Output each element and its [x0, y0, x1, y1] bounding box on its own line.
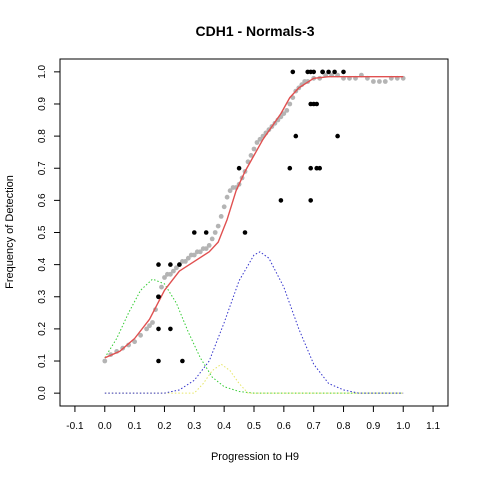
- smoothed-point: [251, 146, 257, 152]
- x-axis-label: Progression to H9: [211, 451, 299, 463]
- smoothed-point: [191, 252, 197, 258]
- smoothed-point: [171, 268, 176, 274]
- x-tick-label: 0.6: [277, 421, 291, 432]
- smoothed-point: [126, 342, 131, 348]
- smoothed-point: [248, 153, 254, 158]
- observed-point: [335, 133, 340, 139]
- smoothed-point: [287, 101, 293, 107]
- smoothed-point: [281, 111, 287, 116]
- smoothed-point: [168, 271, 173, 277]
- observed-point: [177, 262, 182, 267]
- smoothed-point: [183, 259, 188, 264]
- y-axis-label: Frequency of Detection: [4, 175, 16, 289]
- observed-point: [311, 69, 317, 75]
- observed-point: [341, 69, 346, 75]
- x-tick-label: 0.2: [158, 421, 172, 432]
- y-tick-label: 0.4: [37, 257, 48, 271]
- observed-point: [278, 198, 284, 203]
- x-tick-label: 1.0: [396, 421, 410, 432]
- smoothed-point: [132, 339, 138, 345]
- smoothed-point: [212, 230, 218, 235]
- smoothed-point: [224, 194, 230, 200]
- observed-point: [326, 69, 331, 75]
- smoothed-point: [284, 108, 290, 113]
- y-tick-label: 0.0: [37, 386, 48, 400]
- smoothed-point: [227, 188, 233, 194]
- x-tick-label: -0.1: [66, 421, 84, 432]
- smoothed-point: [197, 249, 203, 255]
- smoothed-point: [102, 358, 108, 364]
- observed-point: [308, 165, 314, 171]
- plot-area: [102, 69, 406, 394]
- x-tick-label: 0.0: [98, 421, 112, 432]
- chart-title: CDH1 - Normals-3: [195, 23, 314, 39]
- y-tick-label: 1.0: [37, 64, 48, 78]
- smoothed-point: [257, 136, 263, 142]
- x-axis: -0.1 0.0 0.1 0.2 0.3 0.4 0.5 0.6 0.7 0.8 0.9 1.0 1.1: [66, 406, 440, 432]
- x-tick-label: 0.1: [128, 421, 142, 432]
- y-tick-label: 0.1: [37, 354, 48, 368]
- x-tick-label: 0.9: [366, 421, 380, 432]
- observed-point: [242, 230, 248, 235]
- y-tick-label: 0.5: [37, 225, 48, 239]
- smoothed-point: [209, 236, 215, 242]
- smoothed-point: [221, 204, 227, 210]
- y-tick-label: 0.7: [37, 161, 48, 175]
- smoothed-point: [206, 243, 212, 248]
- smoothed-point: [382, 79, 388, 84]
- x-tick-label: 0.5: [247, 421, 261, 432]
- component-curve-1: [104, 278, 404, 394]
- x-tick-label: 0.8: [337, 421, 351, 432]
- observed-point: [293, 133, 299, 139]
- x-tick-label: 0.7: [307, 421, 321, 432]
- smoothed-point: [159, 284, 164, 290]
- observed-point: [192, 230, 197, 235]
- observed-point: [317, 165, 323, 171]
- observed-point: [290, 69, 296, 75]
- observed-point: [320, 69, 325, 75]
- y-axis: 0.0 0.1 0.2 0.3 0.4 0.5 0.6 0.7 0.8 0.9 1.0: [37, 64, 60, 400]
- smoothed-point: [203, 246, 209, 252]
- y-tick-label: 0.3: [37, 289, 48, 303]
- y-tick-label: 0.8: [37, 129, 48, 143]
- observed-point: [332, 69, 337, 75]
- smoothed-point: [150, 320, 155, 325]
- smoothed-point: [185, 255, 191, 261]
- x-tick-label: 1.1: [426, 421, 440, 432]
- plot-frame: [59, 58, 449, 407]
- x-tick-label: 0.3: [187, 421, 201, 432]
- observed-point: [180, 358, 185, 364]
- smoothed-point: [174, 265, 179, 271]
- observed-point: [156, 294, 161, 300]
- observed-point: [314, 101, 320, 107]
- component-curve-3: [104, 251, 404, 394]
- y-tick-label: 0.9: [37, 97, 48, 111]
- smoothed-point: [138, 332, 144, 338]
- smoothed-point: [215, 223, 221, 229]
- smoothed-point: [144, 326, 150, 332]
- smoothed-point: [254, 140, 260, 145]
- observed-point: [156, 358, 161, 364]
- observed-point: [168, 326, 173, 332]
- observed-point: [168, 262, 173, 267]
- smoothed-point: [371, 79, 376, 84]
- observed-point: [236, 165, 242, 171]
- observed-point: [287, 165, 293, 171]
- component-curve-2: [104, 363, 404, 394]
- smoothed-point: [147, 323, 152, 329]
- y-tick-label: 0.2: [37, 322, 48, 336]
- observed-point: [156, 262, 161, 267]
- observed-point: [156, 326, 161, 332]
- x-tick-label: 0.4: [217, 421, 231, 432]
- smoothed-point: [218, 214, 224, 219]
- smoothed-point: [377, 79, 382, 84]
- observed-point: [203, 230, 209, 235]
- observed-point: [308, 198, 314, 203]
- smoothed-point: [162, 275, 167, 280]
- fit-curve: [104, 76, 404, 359]
- y-tick-label: 0.6: [37, 193, 48, 207]
